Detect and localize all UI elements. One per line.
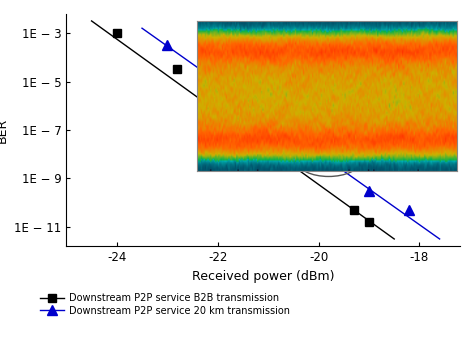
X-axis label: Received power (dBm): Received power (dBm) xyxy=(192,269,334,282)
Y-axis label: BER: BER xyxy=(0,117,9,143)
Legend: Downstream P2P service B2B transmission, Downstream P2P service 20 km transmissi: Downstream P2P service B2B transmission,… xyxy=(40,293,290,316)
